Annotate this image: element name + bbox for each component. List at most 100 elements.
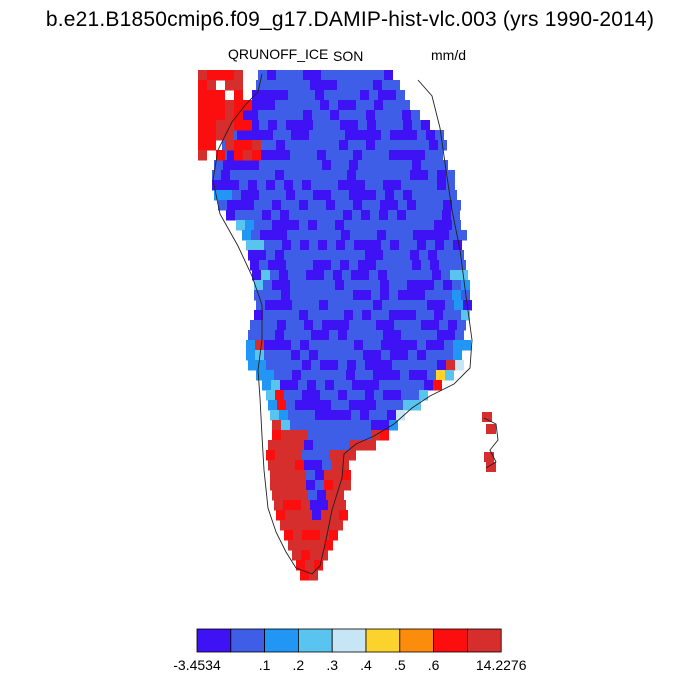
grid-cell <box>328 80 337 91</box>
grid-cell <box>373 80 382 91</box>
grid-cell <box>372 130 381 141</box>
grid-cell <box>353 220 362 231</box>
grid-cell <box>368 230 377 241</box>
grid-cell <box>302 170 311 181</box>
grid-cell <box>318 240 327 251</box>
grid-cell <box>344 150 353 161</box>
grid-cell <box>372 240 381 251</box>
grid-cell <box>300 130 309 141</box>
grid-cell <box>246 240 255 251</box>
grid-cell <box>371 200 380 211</box>
grid-cell <box>289 520 298 531</box>
grid-cell <box>332 230 341 241</box>
grid-cell <box>393 110 402 121</box>
grid-cell <box>275 180 284 191</box>
grid-cell <box>268 160 277 171</box>
grid-cell <box>273 340 282 351</box>
grid-cell <box>285 510 294 521</box>
grid-cell <box>347 450 356 461</box>
grid-cell <box>411 110 420 121</box>
grid-cell <box>448 320 457 331</box>
grid-cell <box>319 370 328 381</box>
grid-cell <box>276 110 285 121</box>
grid-cell <box>293 250 302 261</box>
grid-cell <box>234 120 243 131</box>
grid-cell <box>255 350 264 361</box>
grid-cell <box>311 530 320 541</box>
grid-cell <box>253 210 262 221</box>
grid-cell <box>284 330 293 341</box>
grid-cell <box>234 140 243 151</box>
grid-cell <box>371 310 380 321</box>
grid-cell <box>296 230 305 241</box>
grid-cell <box>453 350 462 361</box>
grid-cell <box>289 210 298 221</box>
grid-cell <box>277 460 286 471</box>
grid-cell <box>354 130 363 141</box>
grid-cell <box>342 480 351 491</box>
grid-cell <box>324 540 333 551</box>
grid-cell <box>308 200 317 211</box>
grid-cell <box>391 300 400 311</box>
grid-cell <box>248 180 257 191</box>
grid-cell <box>458 230 467 241</box>
grid-cell <box>417 350 426 361</box>
grid-cell <box>284 450 293 461</box>
grid-cell <box>349 120 358 131</box>
grid-cell <box>376 160 385 171</box>
grid-cell <box>326 490 335 501</box>
grid-cell <box>342 470 351 481</box>
grid-cell <box>272 280 281 291</box>
grid-cell <box>453 340 462 351</box>
grid-cell <box>389 420 398 431</box>
grid-cell <box>426 350 435 361</box>
grid-cell <box>320 360 329 371</box>
grid-cell <box>419 360 428 371</box>
grid-cell <box>309 240 318 251</box>
grid-cell <box>365 100 374 111</box>
grid-cell <box>452 200 461 211</box>
grid-cell <box>419 330 428 341</box>
grid-cell <box>360 270 369 281</box>
grid-cell <box>421 320 430 331</box>
grid-cell <box>272 430 281 441</box>
grid-cell <box>319 550 328 561</box>
grid-cell <box>251 230 260 241</box>
grid-cell <box>277 320 286 331</box>
grid-cell <box>448 260 457 271</box>
grid-cell <box>285 70 294 81</box>
grid-cell <box>288 410 297 421</box>
grid-cell <box>381 130 390 141</box>
grid-cell <box>290 290 299 301</box>
grid-cell <box>482 412 492 422</box>
grid-cell <box>417 130 426 141</box>
grid-cell <box>275 170 284 181</box>
colorbar-tick-label: .1 <box>259 657 271 673</box>
grid-cell <box>379 210 388 221</box>
grid-cell <box>455 330 464 341</box>
grid-cell <box>401 170 410 181</box>
grid-cell <box>331 260 340 271</box>
grid-cell <box>252 150 261 161</box>
grid-cell <box>430 190 439 201</box>
grid-cell <box>346 370 355 381</box>
grid-cell <box>256 300 265 311</box>
grid-cell <box>346 80 355 91</box>
grid-cell <box>275 390 284 401</box>
grid-cell <box>361 210 370 221</box>
grid-cell <box>299 290 308 301</box>
grid-cell <box>358 260 367 271</box>
grid-cell <box>207 90 216 101</box>
grid-cell <box>367 120 376 131</box>
grid-cell <box>276 140 285 151</box>
grid-cell <box>284 250 293 261</box>
grid-cell <box>446 330 455 341</box>
grid-cell <box>406 210 415 221</box>
grid-cell <box>297 480 306 491</box>
grid-cell <box>225 130 234 141</box>
grid-cell <box>378 90 387 101</box>
colorbar-box <box>230 628 266 653</box>
grid-cell <box>263 280 272 291</box>
grid-cell <box>265 300 274 311</box>
grid-cell <box>424 210 433 221</box>
